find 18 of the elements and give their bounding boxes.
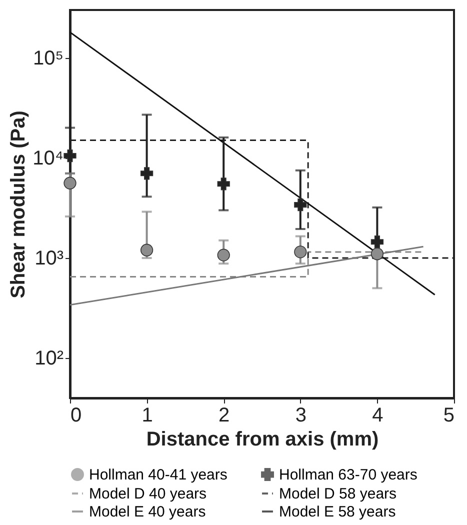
legend-label: Model D 40 years: [89, 486, 207, 502]
x-tick-label: 0: [70, 404, 82, 426]
x-tick-label: 2: [218, 404, 230, 426]
legend-label: Model E 40 years: [89, 504, 206, 520]
y-axis-title: Shear modulus (Pa): [8, 110, 30, 298]
x-tick-label: 1: [142, 404, 153, 426]
legend-label: Hollman 40-41 years: [89, 466, 228, 484]
legend-label: Model E 58 years: [279, 504, 396, 520]
y-tick-label: 10³: [34, 248, 64, 270]
y-tick-label: 10⁵: [32, 47, 64, 70]
x-axis-title: Distance from axis (mm): [146, 428, 379, 450]
x-tick-label: 3: [295, 404, 306, 426]
legend-label: Hollman 63-70 years: [279, 466, 418, 484]
legend-label: Model D 58 years: [279, 486, 397, 502]
x-tick-label: 5: [443, 404, 454, 426]
y-tick-label: 10⁴: [32, 147, 64, 170]
y-tick-label: 10²: [34, 348, 64, 370]
x-tick-label: 4: [372, 404, 384, 426]
